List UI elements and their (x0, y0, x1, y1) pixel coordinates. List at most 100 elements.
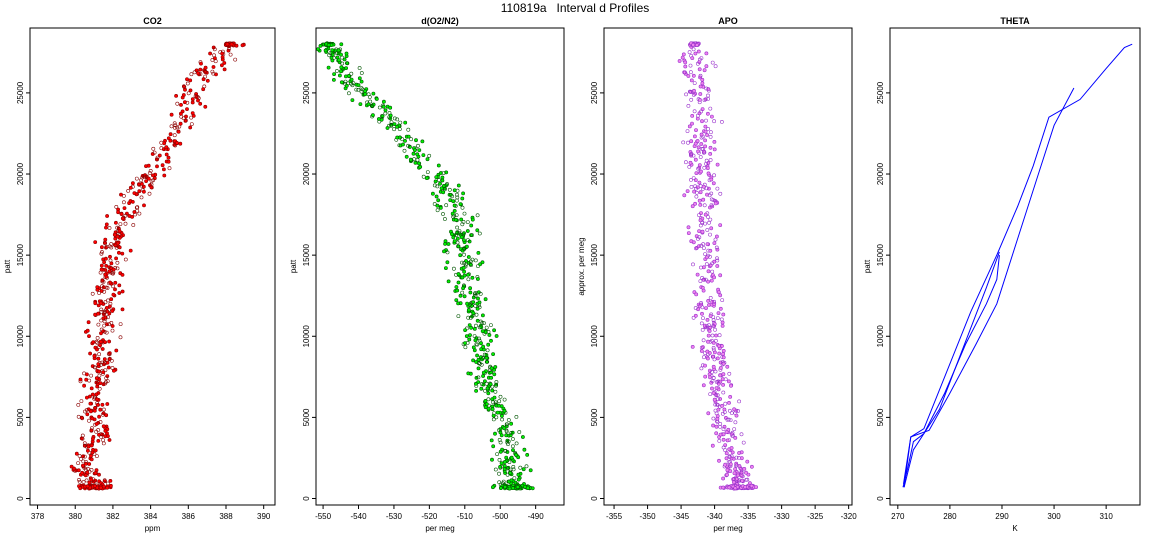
data-point (704, 262, 709, 267)
data-point (357, 66, 362, 70)
data-point (706, 93, 710, 98)
data-point (90, 291, 95, 296)
data-point (691, 47, 696, 52)
data-point (102, 260, 107, 265)
data-point (698, 218, 703, 223)
data-point (461, 283, 466, 288)
data-point (451, 235, 456, 240)
data-point (491, 444, 496, 449)
data-point (461, 238, 466, 243)
data-point (484, 355, 489, 360)
data-point (720, 320, 725, 325)
data-point (705, 349, 710, 354)
data-point (705, 324, 710, 329)
data-point (120, 307, 125, 312)
x-axis-label: per meg (425, 524, 454, 533)
data-point (379, 117, 384, 122)
data-point (729, 446, 734, 450)
data-point (400, 137, 405, 142)
data-point (462, 294, 467, 299)
data-point (694, 194, 699, 199)
data-point (103, 272, 108, 277)
data-point (700, 229, 705, 234)
data-point (522, 447, 527, 452)
data-point (717, 351, 722, 356)
data-point (98, 301, 103, 306)
data-point (114, 245, 119, 250)
data-point (484, 325, 489, 330)
data-point (706, 411, 711, 416)
data-point (452, 208, 457, 213)
plot-frame (603, 27, 853, 506)
data-point (191, 114, 196, 118)
data-point (715, 393, 720, 398)
data-point (528, 468, 533, 473)
data-point (397, 127, 402, 132)
data-point (509, 430, 514, 435)
data-point (351, 81, 356, 86)
data-point (105, 485, 110, 490)
data-point (185, 107, 189, 112)
x-tick-label: -355 (606, 512, 623, 521)
data-point (710, 379, 715, 383)
data-point (406, 143, 411, 148)
data-point (699, 142, 704, 146)
data-point (710, 369, 714, 374)
data-point (737, 451, 742, 455)
data-point (445, 260, 450, 265)
data-point (392, 122, 397, 127)
data-point (130, 181, 135, 186)
panel-title: APO (718, 16, 738, 26)
data-point (740, 478, 745, 483)
data-point (455, 225, 460, 230)
data-point (694, 292, 699, 297)
data-point (339, 65, 344, 70)
data-point (496, 403, 501, 408)
data-point (721, 390, 726, 395)
data-point (114, 348, 119, 353)
data-point (460, 205, 465, 210)
data-point (85, 395, 89, 400)
data-point (472, 326, 477, 331)
data-point (718, 223, 723, 228)
data-point (395, 124, 400, 129)
data-point (334, 51, 339, 56)
data-point (530, 486, 535, 491)
data-point (736, 473, 740, 478)
data-point (473, 381, 478, 386)
data-point (98, 407, 103, 412)
data-point (462, 247, 467, 251)
data-point (97, 352, 102, 357)
data-point (504, 433, 509, 438)
data-point (470, 217, 475, 222)
data-point (454, 298, 459, 303)
data-point (718, 191, 723, 196)
data-point (504, 429, 509, 434)
data-point (327, 53, 332, 58)
data-point (484, 381, 489, 386)
data-point (356, 88, 361, 92)
data-point (161, 167, 166, 172)
data-point (434, 194, 439, 199)
data-point (93, 405, 98, 410)
data-point (199, 61, 203, 66)
data-point (349, 77, 354, 82)
data-point (733, 435, 738, 440)
data-point (97, 369, 102, 374)
data-point (87, 480, 92, 485)
data-point (694, 171, 699, 176)
data-point (724, 456, 729, 461)
data-point (502, 408, 507, 413)
data-point (473, 338, 478, 343)
data-point (701, 288, 706, 293)
data-point (474, 323, 478, 328)
data-point (714, 386, 719, 391)
data-point (702, 165, 707, 170)
y-tick-label: 5000 (590, 408, 599, 426)
x-tick-label: -325 (807, 512, 824, 521)
data-point (100, 250, 104, 254)
data-point (486, 391, 491, 396)
data-point (83, 467, 88, 472)
data-point (697, 165, 702, 170)
data-point (475, 306, 480, 311)
